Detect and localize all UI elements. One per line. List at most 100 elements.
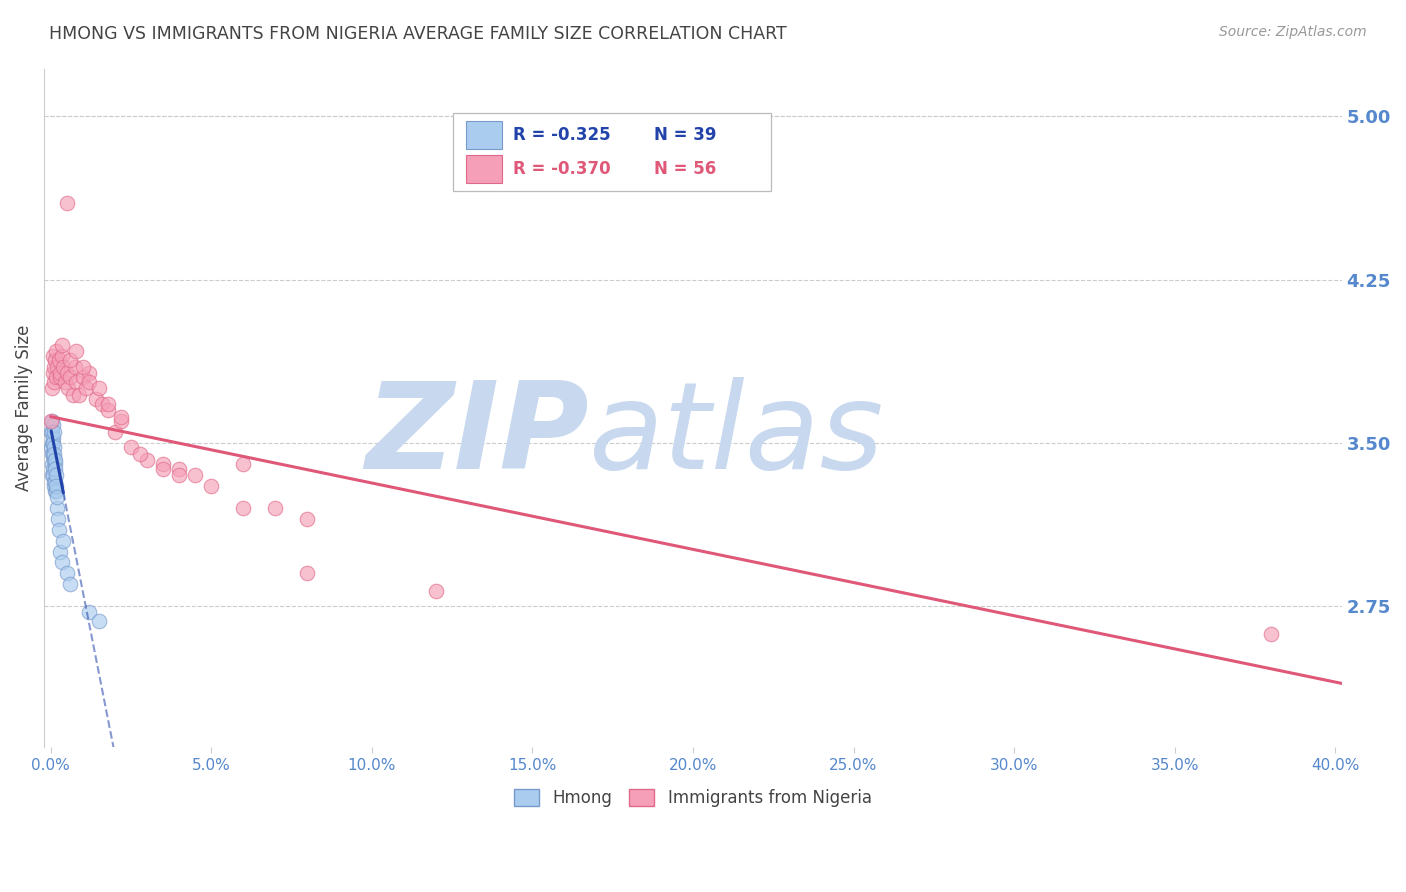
Point xyxy=(53,375,76,389)
Y-axis label: Average Family Size: Average Family Size xyxy=(15,325,32,491)
Point xyxy=(69,388,91,402)
Point xyxy=(39,425,62,439)
Point xyxy=(110,409,132,424)
Point xyxy=(297,566,319,581)
Point xyxy=(62,388,84,402)
Point xyxy=(45,479,67,493)
Point xyxy=(55,196,77,211)
Point xyxy=(41,414,63,428)
Point xyxy=(49,366,72,380)
Text: ZIP: ZIP xyxy=(366,376,589,493)
Point xyxy=(152,462,174,476)
Point xyxy=(44,483,66,498)
Point xyxy=(52,359,75,374)
Point xyxy=(77,606,100,620)
Point xyxy=(65,375,87,389)
Point xyxy=(63,359,86,374)
Point xyxy=(42,475,65,489)
Point xyxy=(41,425,63,439)
Point xyxy=(120,440,142,454)
Point xyxy=(41,440,63,454)
Bar xyxy=(465,121,502,149)
Point xyxy=(72,370,94,384)
Point xyxy=(42,349,65,363)
Point xyxy=(46,512,69,526)
Point xyxy=(55,566,77,581)
Point xyxy=(44,353,66,368)
Point xyxy=(87,614,110,628)
Point xyxy=(135,453,157,467)
Point xyxy=(55,366,77,380)
FancyBboxPatch shape xyxy=(453,112,770,191)
Point xyxy=(44,453,66,467)
Point xyxy=(77,375,100,389)
Point xyxy=(84,392,107,407)
Point xyxy=(45,344,67,359)
Point xyxy=(41,435,63,450)
Point xyxy=(51,555,73,569)
Point xyxy=(104,425,127,439)
Point xyxy=(44,475,66,489)
Point xyxy=(41,458,63,472)
Point xyxy=(46,490,69,504)
Point xyxy=(41,414,63,428)
Text: atlas: atlas xyxy=(589,376,884,493)
Point xyxy=(97,396,120,410)
Text: N = 39: N = 39 xyxy=(654,126,717,144)
Point xyxy=(42,462,65,476)
Point xyxy=(44,462,66,476)
Point xyxy=(59,353,82,368)
Point xyxy=(58,381,80,395)
Point xyxy=(44,479,66,493)
Point xyxy=(152,458,174,472)
Point xyxy=(45,468,67,483)
Point xyxy=(87,381,110,395)
Point xyxy=(42,447,65,461)
Point xyxy=(51,338,73,352)
Point xyxy=(42,366,65,380)
Point xyxy=(65,344,87,359)
Point xyxy=(75,381,97,395)
Point xyxy=(97,403,120,417)
Point xyxy=(41,381,63,395)
Point xyxy=(46,359,69,374)
Point xyxy=(59,577,82,591)
Point xyxy=(232,458,254,472)
Point xyxy=(42,453,65,467)
Text: Source: ZipAtlas.com: Source: ZipAtlas.com xyxy=(1219,25,1367,39)
Text: R = -0.325: R = -0.325 xyxy=(513,126,610,144)
Point xyxy=(41,468,63,483)
Bar xyxy=(465,155,502,183)
Point xyxy=(167,462,190,476)
Point xyxy=(1260,627,1282,641)
Point xyxy=(200,479,222,493)
Point xyxy=(42,425,65,439)
Point xyxy=(167,468,190,483)
Point xyxy=(52,533,75,548)
Point xyxy=(42,359,65,374)
Text: N = 56: N = 56 xyxy=(654,160,716,178)
Point xyxy=(45,370,67,384)
Point xyxy=(49,544,72,558)
Point xyxy=(48,353,70,368)
Point xyxy=(45,483,67,498)
Point xyxy=(232,501,254,516)
Point xyxy=(45,501,67,516)
Point xyxy=(42,435,65,450)
Point xyxy=(42,468,65,483)
Point xyxy=(77,366,100,380)
Point xyxy=(425,583,447,598)
Point xyxy=(110,414,132,428)
Point xyxy=(44,458,66,472)
Point xyxy=(42,440,65,454)
Point xyxy=(48,523,70,537)
Point xyxy=(41,447,63,461)
Point xyxy=(184,468,207,483)
Point xyxy=(42,431,65,445)
Legend: Hmong, Immigrants from Nigeria: Hmong, Immigrants from Nigeria xyxy=(508,782,879,814)
Point xyxy=(48,370,70,384)
Point xyxy=(42,418,65,433)
Point xyxy=(264,501,287,516)
Text: HMONG VS IMMIGRANTS FROM NIGERIA AVERAGE FAMILY SIZE CORRELATION CHART: HMONG VS IMMIGRANTS FROM NIGERIA AVERAGE… xyxy=(49,25,787,43)
Point xyxy=(72,359,94,374)
